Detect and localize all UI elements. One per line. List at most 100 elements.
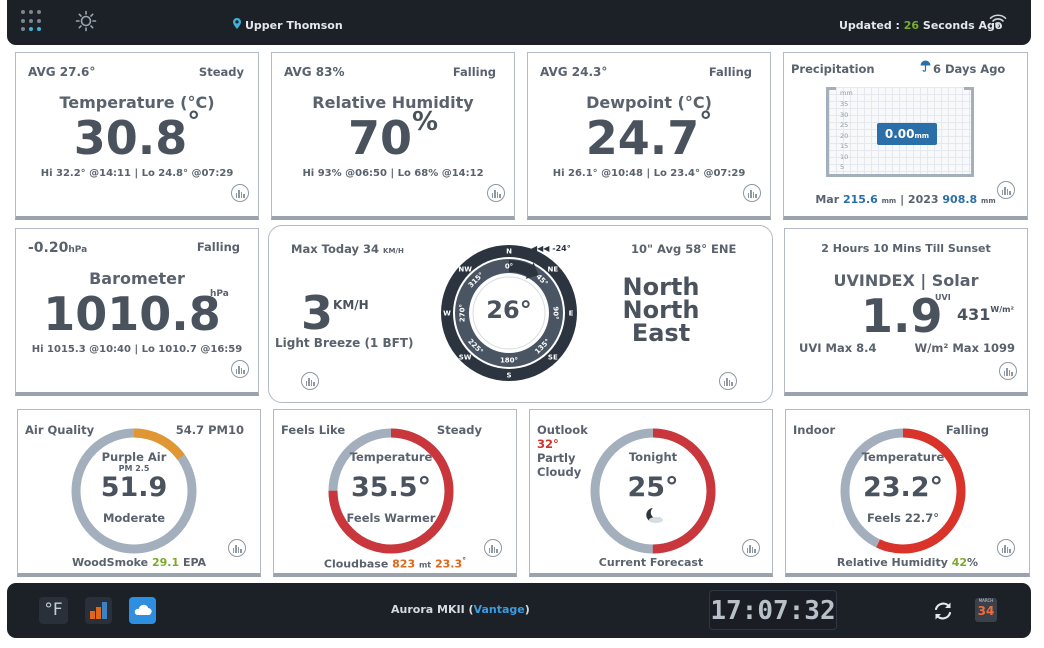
compass-label-ne: NE xyxy=(548,266,559,274)
aq-bottom: WoodSmoke 29.1 EPA xyxy=(18,556,260,569)
cloud-icon xyxy=(134,604,152,616)
calendar-button[interactable]: MARCH 34 xyxy=(975,598,997,622)
temp-trend: Steady xyxy=(198,65,244,79)
wind-description: Light Breeze (1 BFT) xyxy=(275,336,414,350)
uv-title: UVINDEX | Solar xyxy=(833,271,979,290)
chart-icon[interactable] xyxy=(719,372,737,390)
outlook-title: Outlook xyxy=(537,423,588,437)
apps-grid-icon[interactable] xyxy=(21,10,43,32)
hum-value-wrap: 70% xyxy=(272,107,514,165)
hum-hilo: Hi 93% @06:50 | Lo 68% @14:12 xyxy=(302,168,484,179)
feels-ring-arc xyxy=(328,428,454,554)
indoor-ring xyxy=(840,428,966,554)
humidity-card: AVG 83% Falling Relative Humidity 70% Hi… xyxy=(271,52,515,220)
wind-max-today: Max Today 34 KM/H xyxy=(291,242,404,256)
aq-title: Air Quality xyxy=(25,423,95,437)
chart-icon[interactable] xyxy=(999,362,1017,380)
baro-value: 1010.8 xyxy=(43,287,221,341)
hum-unit: % xyxy=(411,107,439,137)
outlook-value: 25° xyxy=(627,472,679,503)
baro-unit: hPa xyxy=(210,289,229,299)
dew-unit: ° xyxy=(699,107,713,137)
outlook-title-wrap: Outlook 32° Partly Cloudy xyxy=(537,423,607,479)
bar-chart-icon xyxy=(90,602,107,619)
charts-button[interactable] xyxy=(85,597,112,624)
chart-icon[interactable] xyxy=(997,181,1015,199)
indoor-bottom: Relative Humidity 42% xyxy=(786,556,1029,569)
wind-direction-arrow xyxy=(525,262,539,279)
gauge-scale-tick: 20 xyxy=(840,131,849,140)
aq-pm10: 54.7 PM10 xyxy=(175,423,244,437)
solar-value: 431 xyxy=(957,305,991,324)
chart-icon[interactable] xyxy=(997,539,1015,557)
aq-ring-arc xyxy=(71,428,197,554)
wind-dir-line1: North xyxy=(622,273,700,301)
sunset-countdown: 2 Hours 10 Mins Till Sunset xyxy=(821,242,991,255)
dew-value: 24.7 xyxy=(585,111,700,165)
outlook-ring xyxy=(590,428,716,554)
dew-avg: AVG 24.3° xyxy=(540,65,608,79)
hum-value: 70 xyxy=(347,111,412,165)
wind-gust-marker: ◀◀◀ -24° xyxy=(531,244,571,253)
compass-label-nw: NW xyxy=(458,266,472,274)
temp-title: Temperature (°C) xyxy=(59,93,215,112)
solar-wrap: 431W/m² xyxy=(957,305,1014,324)
updated-status: Updated : 26 Seconds Ago xyxy=(839,19,1002,32)
outlook-card: Outlook 32° Partly Cloudy Tonight 25° Cu… xyxy=(529,409,773,577)
uvi-value: 1.9 xyxy=(861,289,943,343)
chart-icon[interactable] xyxy=(231,184,249,202)
precip-year-value: 908.8 xyxy=(942,193,978,206)
outlook-label: Tonight xyxy=(628,450,678,464)
wind-max-value: Max Today 34 xyxy=(291,242,379,256)
wind-card: Max Today 34 KM/H 3KM/H Light Breeze (1 … xyxy=(268,225,773,403)
chart-icon[interactable] xyxy=(743,184,761,202)
chart-icon[interactable] xyxy=(487,184,505,202)
indoor-humidity-label: Relative Humidity xyxy=(836,556,948,569)
calendar-day: 34 xyxy=(977,604,995,618)
station-model: Aurora MKII (Vantage) xyxy=(391,603,530,616)
compass-degrees: 26° xyxy=(486,296,532,324)
precip-month-value: 215.6 xyxy=(843,193,878,206)
refresh-icon[interactable] xyxy=(932,600,954,622)
location-pin-icon xyxy=(233,18,241,29)
uvi-label: UVI xyxy=(935,293,951,302)
feels-like-card: Feels Like Steady Temperature 35.5° Feel… xyxy=(273,409,517,577)
compass-degree-tick: 0° xyxy=(505,263,513,271)
compass-degree-tick: 90° xyxy=(552,306,560,319)
temp-value: 30.8 xyxy=(73,111,188,165)
temp-unit: ° xyxy=(187,107,201,137)
aq-pm25-label: PM 2.5 xyxy=(118,464,150,473)
umbrella-icon xyxy=(920,60,931,72)
clock-time: 17:07:32 xyxy=(710,596,836,626)
aq-ring xyxy=(71,428,197,554)
model-link[interactable]: Vantage xyxy=(473,603,525,616)
wind-dir-line3: East xyxy=(631,319,691,347)
compass-label-se: SE xyxy=(548,353,558,361)
feels-value: 35.5° xyxy=(350,472,432,503)
aq-bottom-suffix: EPA xyxy=(182,556,207,569)
updated-suffix: Seconds Ago xyxy=(919,19,1003,32)
indoor-value: 23.2° xyxy=(862,472,944,503)
temp-value-wrap: 30.8° xyxy=(16,107,258,165)
sun-icon[interactable] xyxy=(75,10,97,32)
wifi-icon xyxy=(989,14,1007,27)
cloudbase-value: 823 xyxy=(392,557,416,571)
wind-direction: North North East xyxy=(605,273,717,347)
calendar-month: MARCH xyxy=(978,598,994,603)
baro-hilo: Hi 1015.3 @10:40 | Lo 1010.7 @16:59 xyxy=(31,344,243,355)
compass-label-s: S xyxy=(506,372,511,380)
updated-prefix: Updated : xyxy=(839,19,904,32)
chart-icon[interactable] xyxy=(231,360,249,378)
units-toggle-button[interactable]: °F xyxy=(39,597,68,624)
clock-display: 17:07:32 xyxy=(709,590,837,630)
baro-change: -0.20hPa xyxy=(28,240,87,256)
chart-icon[interactable] xyxy=(301,372,319,390)
chart-icon[interactable] xyxy=(228,539,246,557)
indoor-trend: Falling xyxy=(945,423,989,437)
compass-degree-tick: 180° xyxy=(500,357,518,365)
chart-icon[interactable] xyxy=(484,539,502,557)
rain-gauge: 0.00mm xyxy=(826,87,974,177)
forecast-button[interactable] xyxy=(129,597,156,624)
chart-icon[interactable] xyxy=(742,539,760,557)
